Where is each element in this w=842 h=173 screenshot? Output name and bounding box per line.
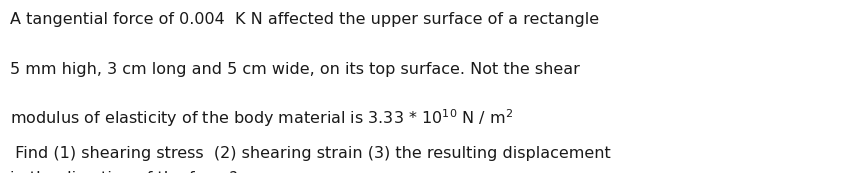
Text: modulus of elasticity of the body material is 3.33 * $10^{10}$ N / m$^{2}$: modulus of elasticity of the body materi… — [10, 107, 513, 129]
Text: 5 mm high, 3 cm long and 5 cm wide, on its top surface. Not the shear: 5 mm high, 3 cm long and 5 cm wide, on i… — [10, 62, 580, 77]
Text: in the direction of the force?: in the direction of the force? — [10, 171, 237, 173]
Text: Find (1) shearing stress  (2) shearing strain (3) the resulting displacement: Find (1) shearing stress (2) shearing st… — [10, 146, 610, 161]
Text: A tangential force of 0.004  K N affected the upper surface of a rectangle: A tangential force of 0.004 K N affected… — [10, 12, 600, 27]
